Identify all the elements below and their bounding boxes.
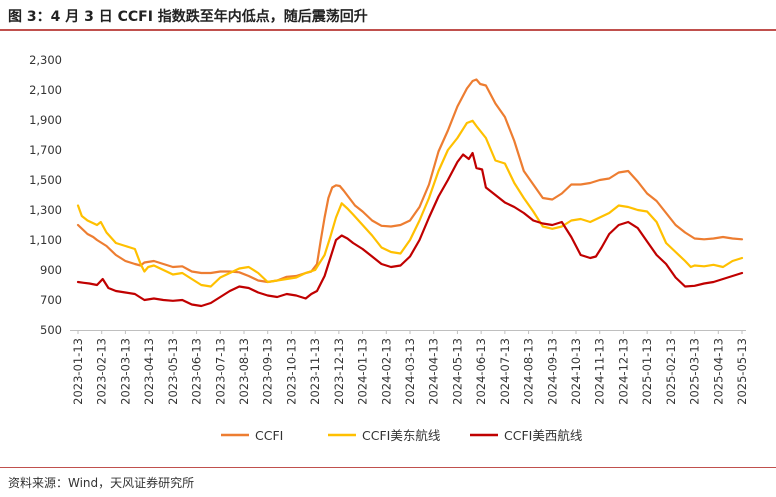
y-tick-label: 2,100 [29,83,62,97]
x-tick-label: 2023-04-13 [142,338,156,405]
x-tick-label: 2023-11-13 [308,338,322,405]
y-tick-label: 700 [40,293,62,307]
x-tick-label: 2025-05-13 [735,338,749,405]
y-tick-label: 2,300 [29,53,62,67]
legend-label-1: CCFI [255,428,283,443]
y-tick-label: 1,300 [29,203,62,217]
x-tick-label: 2023-05-13 [166,338,180,405]
x-tick-label: 2024-03-13 [403,338,417,405]
x-tick-label: 2024-12-13 [616,338,630,405]
x-tick-label: 2025-04-13 [711,338,725,405]
chart-title: 图 3：4 月 3 日 CCFI 指数跌至年内低点，随后震荡回升 [8,9,368,25]
legend: CCFI CCFI美东航线 CCFI美西航线 [221,428,583,443]
x-tick-label: 2023-12-13 [332,338,346,405]
x-tick-label: 2024-07-13 [498,338,512,405]
legend-label-2: CCFI美东航线 [362,428,441,443]
source-note: 资料来源：Wind，天风证券研究所 [8,476,195,490]
x-tick-label: 2024-01-13 [356,338,370,405]
y-tick-label: 1,900 [29,113,62,127]
x-tick-label: 2023-01-13 [71,338,85,405]
line-chart: 500 700 900 1,100 1,300 1,500 1,700 1,900 2,100 2… [29,53,749,443]
x-tick-label: 2023-02-13 [95,338,109,405]
x-tick-label: 2025-01-13 [640,338,654,405]
y-tick-label: 500 [40,323,62,337]
y-tick-label: 900 [40,263,62,277]
series-line-2 [76,119,744,288]
x-tick-label: 2024-10-13 [569,338,583,405]
x-tick-label: 2023-06-13 [190,338,204,405]
x-tick-label: 2024-04-13 [427,338,441,405]
source-divider [0,467,776,468]
x-tick-label: 2024-05-13 [450,338,464,405]
x-tick-label: 2024-06-13 [474,338,488,405]
x-tick-label: 2023-03-13 [118,338,132,405]
series-line-1 [76,78,744,284]
x-tick-label: 2023-09-13 [261,338,275,405]
series-line-3 [76,151,744,308]
x-tick-label: 2025-03-13 [688,338,702,405]
y-tick-label: 1,500 [29,173,62,187]
x-tick-label: 2024-11-13 [593,338,607,405]
x-tick-label: 2023-10-13 [284,338,298,405]
x-tick-label: 2024-08-13 [522,338,536,405]
y-axis: 500 700 900 1,100 1,300 1,500 1,700 1,900 2,100 2… [29,53,62,337]
x-tick-label: 2024-02-13 [379,338,393,405]
title-divider [0,29,776,31]
y-tick-label: 1,100 [29,233,62,247]
series-layer [76,78,744,308]
x-tick-label: 2025-02-13 [664,338,678,405]
x-tick-label: 2023-08-13 [237,338,251,405]
y-tick-label: 1,700 [29,143,62,157]
x-tick-label: 2024-09-13 [545,338,559,405]
x-tick-label: 2023-07-13 [213,338,227,405]
legend-label-3: CCFI美西航线 [504,428,583,443]
x-axis: 2023-01-13 2023-02-13 2023-03-13 2023-04-13… [70,330,749,405]
